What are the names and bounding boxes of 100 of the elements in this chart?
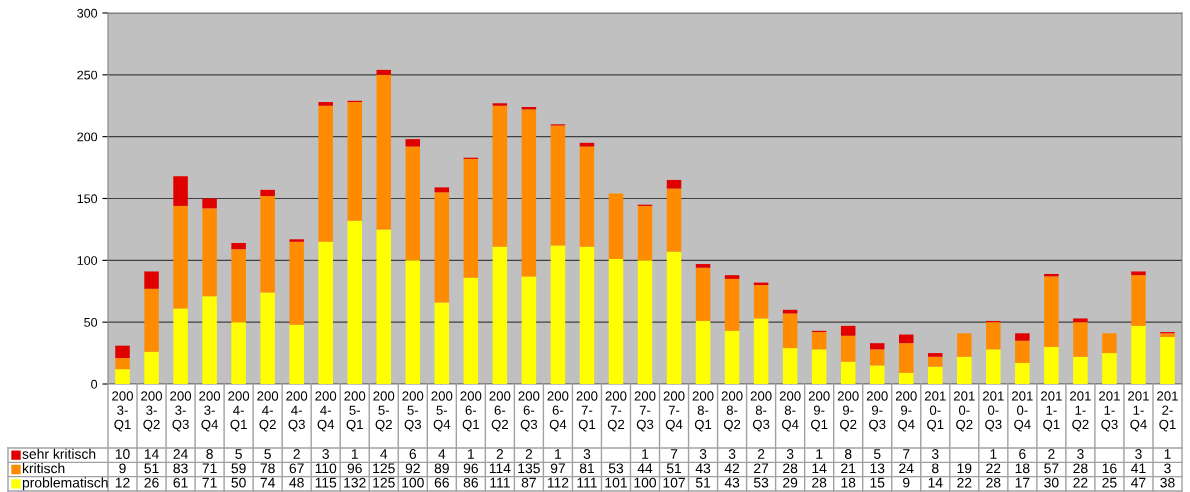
bar xyxy=(637,260,653,384)
bar xyxy=(1131,275,1146,326)
data-label: 86 xyxy=(463,477,478,488)
x-tick-label: 2007-Q4 xyxy=(663,391,685,432)
y-tick-label: 0 xyxy=(91,379,98,389)
data-label: 51 xyxy=(666,463,682,474)
bar xyxy=(666,188,682,252)
data-label: 3 xyxy=(699,449,707,459)
data-label: 2 xyxy=(1048,449,1055,459)
data-label: 43 xyxy=(724,477,740,488)
bar xyxy=(1015,333,1030,341)
x-tick-label: 2009-Q2 xyxy=(837,391,859,432)
data-label: 74 xyxy=(260,477,275,488)
bar xyxy=(608,193,624,260)
data-label: 8 xyxy=(844,449,852,459)
bar xyxy=(521,109,537,277)
bar xyxy=(724,278,740,331)
bar xyxy=(782,348,798,384)
bar xyxy=(260,189,275,197)
data-label: 1 xyxy=(816,449,823,459)
data-label: 101 xyxy=(605,477,627,488)
bar xyxy=(376,74,392,230)
data-label: 107 xyxy=(663,477,685,488)
bar xyxy=(376,69,392,75)
data-label: 53 xyxy=(608,463,624,474)
data-label: 22 xyxy=(957,477,972,488)
bar xyxy=(1131,325,1146,384)
x-tick-label: 2007-Q2 xyxy=(605,391,627,432)
x-tick-label: 2007-Q1 xyxy=(576,391,598,432)
bar xyxy=(811,332,827,350)
bar xyxy=(376,229,392,384)
bar xyxy=(869,365,885,384)
data-label: 71 xyxy=(202,463,217,474)
data-label: 111 xyxy=(577,477,597,488)
data-label: 7 xyxy=(903,449,910,459)
x-tick-label: 2005-Q1 xyxy=(344,391,366,432)
bar xyxy=(347,220,362,384)
data-label: 1 xyxy=(351,449,358,459)
data-label: 66 xyxy=(434,477,449,488)
data-label: 14 xyxy=(928,477,943,488)
data-label: 57 xyxy=(1044,463,1059,474)
bar xyxy=(928,356,943,367)
bar xyxy=(318,102,333,106)
data-label: 9 xyxy=(903,477,910,488)
data-label: 110 xyxy=(315,463,337,474)
data-label: 27 xyxy=(754,463,769,474)
data-label: 3 xyxy=(583,449,591,459)
bar xyxy=(115,358,130,370)
bar xyxy=(986,349,1001,384)
data-label: 1 xyxy=(555,449,562,459)
data-label: 81 xyxy=(579,463,594,474)
y-tick-label: 300 xyxy=(77,8,98,18)
data-label: 87 xyxy=(521,477,536,488)
data-label: 3 xyxy=(931,449,939,459)
bar xyxy=(1073,322,1088,357)
data-label: 13 xyxy=(870,463,885,474)
data-label: 12 xyxy=(115,477,130,488)
bar xyxy=(202,296,217,384)
data-label: 30 xyxy=(1044,477,1059,488)
x-tick-label: 2010-Q3 xyxy=(982,391,1004,432)
bar xyxy=(898,343,914,373)
legend-label: sehr kritisch xyxy=(22,448,96,459)
data-label: 28 xyxy=(783,463,798,474)
x-tick-label: 2006-Q4 xyxy=(547,391,569,432)
x-tick-label: 2009-Q4 xyxy=(895,391,917,432)
data-label: 3 xyxy=(1164,463,1171,474)
bar xyxy=(289,324,304,384)
data-label: 1 xyxy=(642,449,649,459)
data-label: 96 xyxy=(347,463,362,474)
data-label: 132 xyxy=(344,477,366,488)
data-label: 5 xyxy=(264,449,271,459)
bar xyxy=(840,325,856,336)
bar xyxy=(666,179,682,189)
bar xyxy=(695,264,711,268)
x-tick-label: 2003-Q4 xyxy=(199,391,221,432)
bar xyxy=(231,249,246,323)
data-label: 28 xyxy=(1073,463,1088,474)
bar xyxy=(869,343,885,350)
x-tick-label: 2004-Q4 xyxy=(315,391,337,432)
bar xyxy=(1131,271,1146,276)
bar xyxy=(405,139,421,147)
bar xyxy=(318,105,333,242)
data-label: 2 xyxy=(525,449,533,459)
bar xyxy=(144,271,159,289)
data-label: 78 xyxy=(260,463,275,474)
x-tick-label: 2010-Q4 xyxy=(1012,391,1033,432)
x-tick-label: 2009-Q1 xyxy=(808,391,830,432)
y-tick-label: 250 xyxy=(77,70,98,80)
bar xyxy=(986,322,1001,350)
bar xyxy=(579,146,595,247)
x-tick-label: 2008-Q1 xyxy=(692,391,714,432)
data-label: 3 xyxy=(728,449,736,459)
bar xyxy=(1015,362,1030,384)
bar xyxy=(434,302,450,384)
data-label: 67 xyxy=(289,463,304,474)
x-tick-label: 2003-Q3 xyxy=(170,391,192,432)
x-tick-label: 2004-Q1 xyxy=(228,391,250,432)
bar xyxy=(405,260,421,384)
data-label: 14 xyxy=(812,463,827,474)
bar xyxy=(231,243,246,250)
